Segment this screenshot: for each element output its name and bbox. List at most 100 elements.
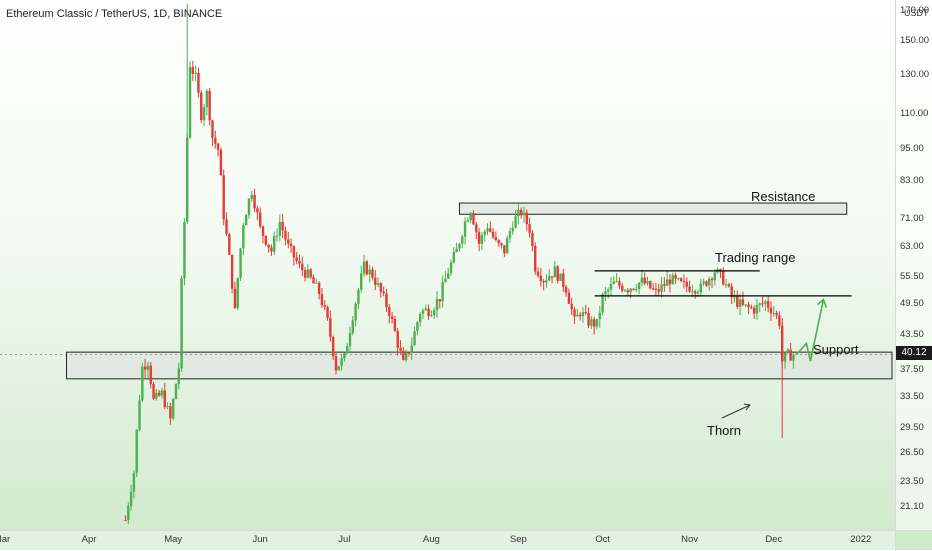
candle-up (606, 289, 610, 292)
candle-down (564, 286, 568, 293)
candle-down (573, 309, 576, 317)
candle-up (343, 353, 346, 359)
candle-up (250, 194, 253, 199)
candle-up (315, 282, 318, 284)
candle-up (155, 392, 158, 399)
candle-down (284, 230, 287, 240)
candle-down (475, 224, 478, 233)
candle-down (152, 383, 155, 399)
candle-up (455, 248, 458, 253)
candle-up (609, 284, 613, 290)
candle-down (556, 266, 559, 281)
candle-up (410, 345, 413, 354)
price-tick-label: 130.00 (900, 68, 930, 80)
chart-plot-area[interactable]: Ethereum Classic / TetherUS, 1D, BINANCE… (0, 0, 895, 530)
candle-down (317, 282, 321, 295)
candle-down (727, 284, 731, 287)
candle-up (247, 198, 251, 216)
candle-up (646, 281, 649, 284)
candle-down (503, 245, 506, 254)
candle-up (421, 310, 425, 315)
candle-down (775, 312, 778, 316)
candle-up (432, 310, 436, 316)
candle-down (663, 284, 666, 286)
time-axis[interactable]: Mar Apr May Jun Jul Aug Sep Oct Nov Dec 2022 (0, 530, 895, 551)
candle-up (660, 284, 663, 292)
candle-down (562, 273, 565, 287)
candle-up (691, 291, 694, 293)
candle-up (469, 213, 472, 221)
candle-up (430, 315, 433, 317)
candle-down (385, 293, 388, 308)
candle-down (214, 137, 217, 144)
candle-up (129, 491, 133, 506)
date-tick-label: Jul (338, 534, 351, 545)
candle-down (578, 314, 582, 317)
candle-up (360, 273, 363, 290)
candle-down (542, 281, 545, 283)
candle-down (289, 243, 293, 247)
candle-up (348, 332, 352, 347)
candle-up (452, 252, 456, 263)
candle-down (197, 72, 200, 93)
candle-down (693, 291, 697, 294)
candle-up (458, 243, 461, 249)
candle-up (146, 365, 150, 370)
candle-down (264, 235, 268, 245)
price-chart[interactable] (0, 0, 895, 530)
candle-up (138, 400, 141, 430)
currency-unit: USDT (904, 8, 929, 18)
candle-down (519, 209, 523, 216)
candle-up (677, 278, 680, 280)
candle-down (489, 228, 492, 232)
projection-arrowhead (816, 298, 828, 308)
axis-corner (895, 530, 932, 551)
candle-up (702, 281, 705, 284)
candle-up (772, 312, 775, 314)
candle-up (306, 269, 310, 278)
candle-up (640, 277, 644, 283)
candle-up (463, 221, 467, 237)
candle-down (679, 278, 683, 282)
candle-up (724, 284, 728, 286)
candle-up (581, 311, 585, 317)
candle-down (674, 274, 677, 279)
date-tick-label: Oct (595, 534, 610, 545)
candle-up (202, 107, 206, 121)
candle-down (525, 212, 529, 225)
candle-down (390, 316, 394, 319)
candle-up (242, 225, 245, 249)
candle-up (590, 319, 593, 326)
price-tick-label: 63.00 (900, 241, 924, 253)
candle-down (741, 299, 745, 305)
candle-down (230, 254, 234, 289)
candle-down (256, 208, 259, 213)
thorn-pointer (721, 404, 751, 419)
candle-down (472, 213, 475, 225)
candle-down (730, 286, 733, 298)
candle-down (592, 319, 596, 327)
date-tick-label: Jun (252, 534, 268, 545)
price-axis[interactable]: 170.00 150.00 130.00 110.00 95.00 83.00 71.00 6… (895, 0, 932, 530)
candle-down (500, 243, 503, 246)
candle-up (351, 320, 355, 333)
candle-up (413, 331, 416, 346)
candle-down (722, 270, 725, 285)
price-tick-label: 95.00 (900, 143, 924, 155)
candle-up (357, 289, 360, 304)
candle-down (539, 275, 543, 282)
candle-down (657, 289, 660, 292)
candle-down (334, 356, 338, 371)
candle-down (766, 301, 770, 308)
candle-up (598, 312, 601, 320)
candle-down (225, 219, 228, 235)
candle-up (738, 299, 742, 307)
candle-up (174, 384, 178, 400)
candle-down (494, 237, 498, 240)
price-tick-label: 21.10 (900, 501, 924, 513)
support-label: Support (813, 342, 859, 357)
candle-down (752, 307, 756, 314)
candle-down (309, 269, 312, 278)
candle-up (483, 231, 486, 236)
candle-down (163, 390, 166, 408)
